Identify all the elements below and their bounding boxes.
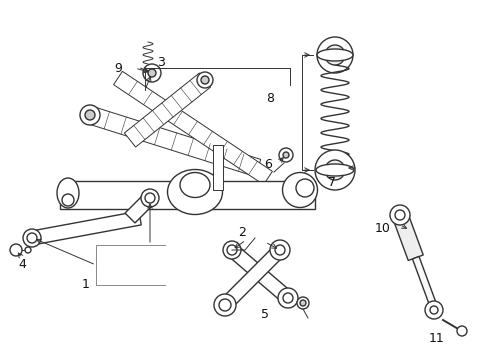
Polygon shape [411,257,437,311]
Text: 7: 7 [327,176,335,189]
Circle shape [145,193,155,203]
Ellipse shape [57,178,79,208]
Circle shape [214,294,236,316]
Polygon shape [60,181,314,209]
Circle shape [296,297,308,309]
Polygon shape [392,212,423,261]
Circle shape [314,150,354,190]
Circle shape [219,299,230,311]
Circle shape [279,148,292,162]
Polygon shape [227,245,292,303]
Circle shape [27,233,37,243]
Circle shape [142,64,161,82]
Circle shape [85,110,95,120]
Text: 8: 8 [265,91,273,104]
Ellipse shape [167,170,222,215]
Circle shape [325,45,345,65]
Circle shape [389,205,409,225]
Circle shape [148,69,156,77]
Circle shape [299,300,305,306]
Circle shape [223,241,241,259]
Text: 3: 3 [157,55,164,68]
Text: 10: 10 [374,221,390,234]
Polygon shape [113,71,272,185]
Ellipse shape [315,164,353,176]
Circle shape [456,326,466,336]
Text: 11: 11 [428,332,444,345]
Circle shape [269,240,289,260]
Ellipse shape [180,172,209,198]
Polygon shape [87,107,260,177]
Polygon shape [213,145,223,190]
Text: 4: 4 [18,258,26,271]
Circle shape [283,293,292,303]
Circle shape [278,288,297,308]
Text: 2: 2 [238,226,245,239]
Circle shape [274,245,285,255]
Circle shape [429,306,437,314]
Circle shape [80,105,100,125]
Circle shape [316,37,352,73]
Ellipse shape [316,49,352,61]
Circle shape [25,247,31,253]
Circle shape [10,244,22,256]
Circle shape [226,245,237,255]
Circle shape [394,210,404,220]
Circle shape [424,301,442,319]
Circle shape [23,229,41,247]
Circle shape [197,72,213,88]
Polygon shape [125,195,153,223]
Circle shape [141,189,159,207]
Polygon shape [220,245,285,310]
Text: 1: 1 [82,279,90,292]
Ellipse shape [295,179,313,197]
Circle shape [201,76,208,84]
Polygon shape [31,211,141,245]
Text: 5: 5 [261,309,268,321]
Ellipse shape [62,194,74,206]
Polygon shape [124,73,210,147]
Circle shape [283,152,288,158]
Text: 9: 9 [114,62,122,75]
Circle shape [325,160,345,180]
Ellipse shape [282,172,317,207]
Text: 6: 6 [264,158,271,171]
